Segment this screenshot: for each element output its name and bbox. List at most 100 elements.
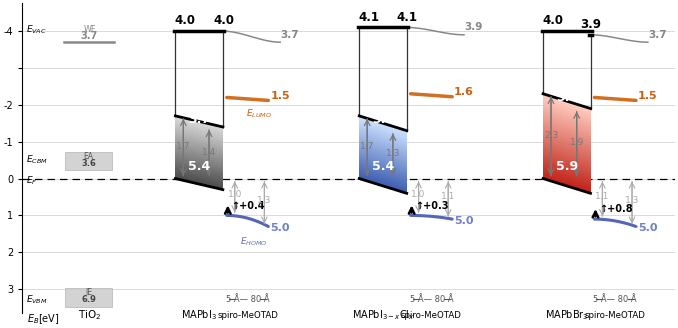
Polygon shape bbox=[583, 163, 584, 166]
Polygon shape bbox=[188, 119, 189, 121]
Polygon shape bbox=[578, 111, 580, 113]
Polygon shape bbox=[402, 161, 403, 163]
Polygon shape bbox=[208, 157, 209, 159]
Polygon shape bbox=[390, 178, 391, 180]
Polygon shape bbox=[202, 152, 203, 154]
Polygon shape bbox=[185, 162, 186, 164]
Polygon shape bbox=[197, 132, 199, 133]
Polygon shape bbox=[216, 186, 218, 188]
Polygon shape bbox=[372, 151, 373, 154]
Polygon shape bbox=[397, 157, 398, 159]
Polygon shape bbox=[369, 156, 370, 159]
Polygon shape bbox=[403, 140, 404, 142]
Polygon shape bbox=[200, 132, 201, 134]
Polygon shape bbox=[377, 180, 378, 182]
Polygon shape bbox=[197, 159, 199, 161]
Polygon shape bbox=[213, 125, 214, 127]
Polygon shape bbox=[584, 121, 585, 124]
Polygon shape bbox=[184, 156, 185, 158]
Polygon shape bbox=[216, 130, 218, 132]
Polygon shape bbox=[398, 155, 399, 157]
Polygon shape bbox=[403, 157, 404, 159]
Polygon shape bbox=[543, 111, 544, 113]
Polygon shape bbox=[185, 152, 186, 154]
Polygon shape bbox=[371, 161, 372, 164]
Polygon shape bbox=[565, 101, 566, 104]
Polygon shape bbox=[364, 132, 365, 134]
Polygon shape bbox=[564, 132, 565, 134]
Polygon shape bbox=[212, 183, 213, 185]
Polygon shape bbox=[573, 154, 574, 157]
Polygon shape bbox=[396, 161, 397, 163]
Polygon shape bbox=[197, 127, 199, 130]
Polygon shape bbox=[368, 158, 369, 160]
Polygon shape bbox=[177, 129, 178, 131]
Polygon shape bbox=[573, 114, 574, 117]
Polygon shape bbox=[576, 164, 577, 166]
Polygon shape bbox=[195, 148, 196, 150]
Text: 4.0: 4.0 bbox=[213, 14, 234, 28]
Polygon shape bbox=[384, 149, 385, 151]
Polygon shape bbox=[404, 151, 405, 153]
Polygon shape bbox=[187, 158, 188, 161]
Polygon shape bbox=[367, 156, 368, 158]
Polygon shape bbox=[373, 143, 374, 145]
Polygon shape bbox=[563, 165, 564, 168]
Polygon shape bbox=[585, 161, 586, 163]
Polygon shape bbox=[194, 173, 195, 174]
Polygon shape bbox=[387, 143, 388, 146]
Polygon shape bbox=[184, 118, 185, 120]
Polygon shape bbox=[204, 133, 205, 135]
Polygon shape bbox=[361, 161, 363, 163]
Polygon shape bbox=[399, 183, 401, 185]
Polygon shape bbox=[214, 154, 215, 156]
Polygon shape bbox=[204, 177, 205, 179]
Polygon shape bbox=[403, 136, 404, 138]
Polygon shape bbox=[383, 176, 384, 178]
Polygon shape bbox=[583, 106, 584, 109]
Polygon shape bbox=[380, 141, 382, 144]
Polygon shape bbox=[397, 184, 398, 186]
Polygon shape bbox=[572, 131, 573, 134]
Polygon shape bbox=[375, 129, 376, 131]
Polygon shape bbox=[382, 156, 383, 159]
Polygon shape bbox=[583, 135, 584, 137]
Polygon shape bbox=[176, 131, 177, 133]
Polygon shape bbox=[192, 134, 193, 136]
Polygon shape bbox=[547, 115, 548, 118]
Polygon shape bbox=[220, 126, 221, 129]
Polygon shape bbox=[586, 130, 587, 133]
Polygon shape bbox=[211, 135, 212, 137]
Polygon shape bbox=[205, 133, 206, 135]
Polygon shape bbox=[586, 107, 587, 110]
Polygon shape bbox=[215, 132, 216, 133]
Polygon shape bbox=[393, 141, 394, 143]
Polygon shape bbox=[554, 109, 555, 112]
Polygon shape bbox=[397, 153, 398, 155]
Polygon shape bbox=[208, 161, 209, 163]
Polygon shape bbox=[576, 138, 577, 141]
Polygon shape bbox=[207, 155, 208, 157]
Polygon shape bbox=[576, 150, 577, 152]
Polygon shape bbox=[563, 106, 564, 109]
Polygon shape bbox=[218, 151, 219, 153]
Polygon shape bbox=[547, 101, 548, 104]
Polygon shape bbox=[588, 184, 589, 187]
Polygon shape bbox=[382, 138, 383, 140]
Polygon shape bbox=[548, 104, 549, 107]
Polygon shape bbox=[210, 164, 211, 166]
Polygon shape bbox=[178, 119, 180, 121]
Polygon shape bbox=[219, 185, 220, 187]
Polygon shape bbox=[585, 175, 586, 178]
Polygon shape bbox=[548, 135, 549, 138]
Polygon shape bbox=[371, 147, 372, 149]
Polygon shape bbox=[395, 154, 396, 156]
Polygon shape bbox=[562, 171, 563, 174]
Polygon shape bbox=[196, 179, 197, 181]
Polygon shape bbox=[387, 164, 388, 166]
Polygon shape bbox=[190, 153, 191, 155]
Polygon shape bbox=[222, 129, 223, 131]
Polygon shape bbox=[373, 126, 374, 129]
Polygon shape bbox=[549, 172, 551, 175]
Polygon shape bbox=[374, 125, 375, 127]
